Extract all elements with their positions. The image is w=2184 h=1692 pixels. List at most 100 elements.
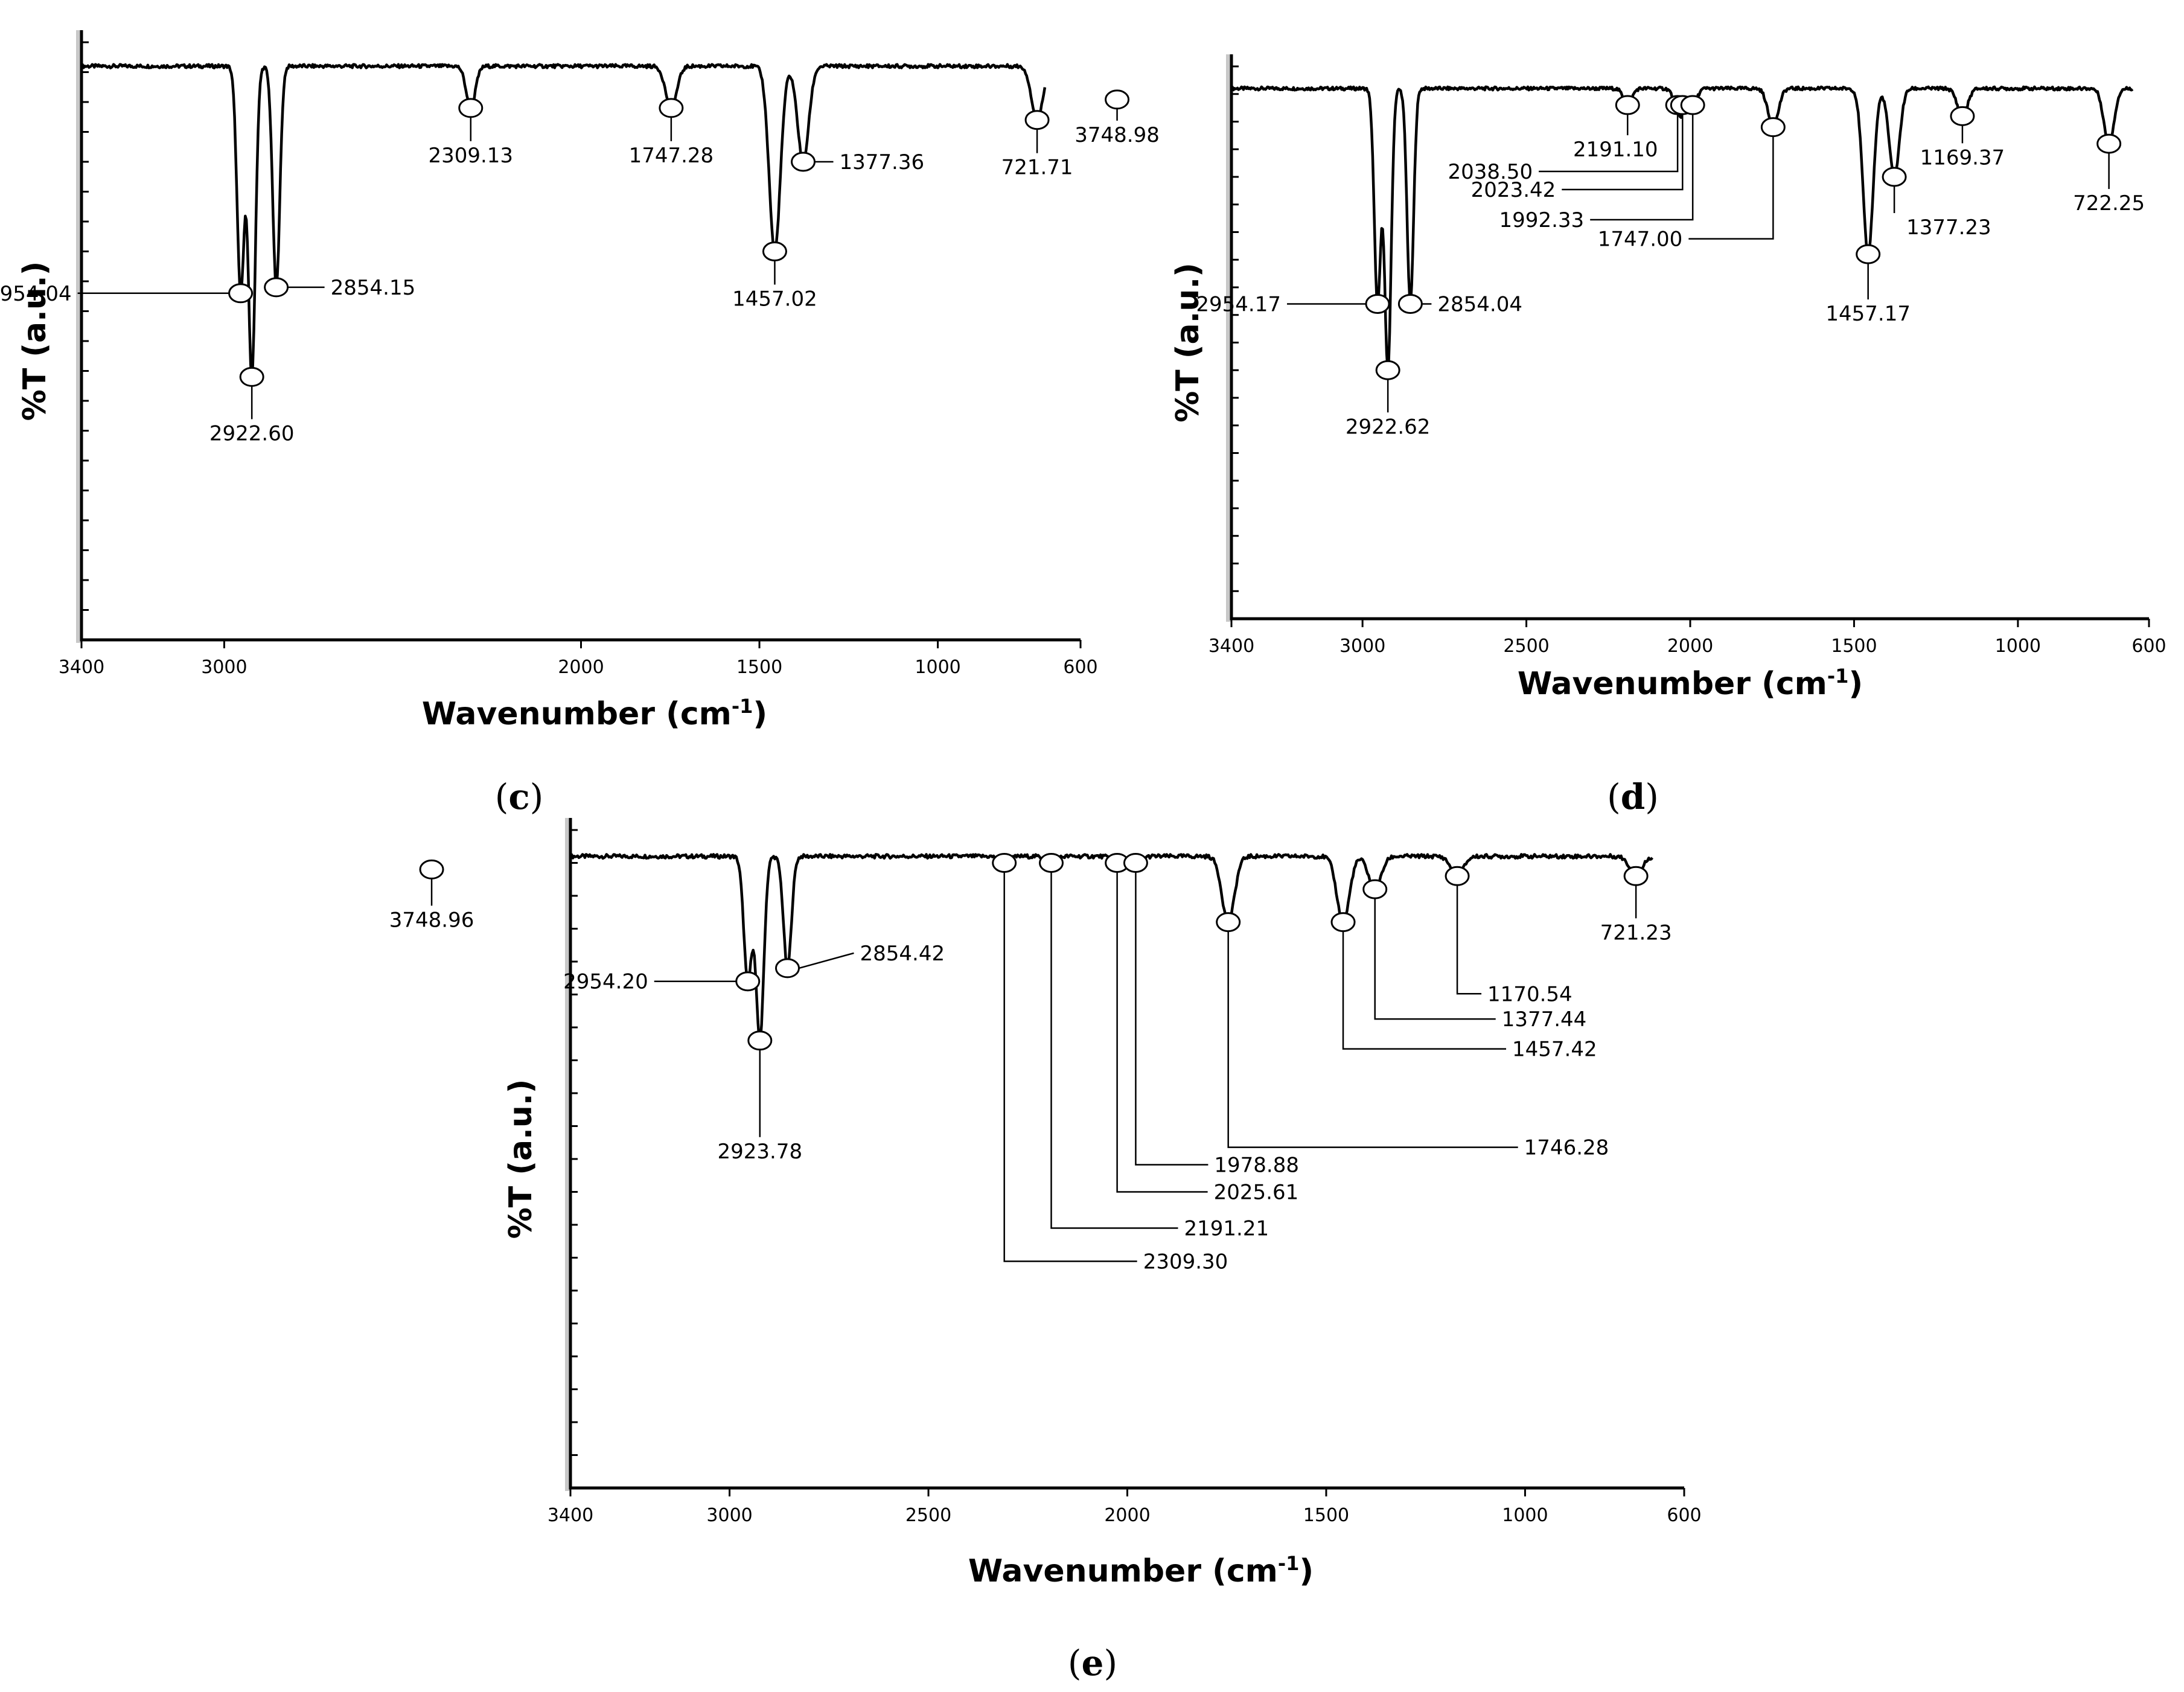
peak-marker — [1615, 95, 1640, 115]
peak-marker — [458, 98, 484, 118]
panel-d-chart: 3400 3000 2500 2000 1500 1000 600 Wavenumber (c… — [1074, 54, 2166, 702]
peak-label: 1747.28 — [629, 144, 714, 168]
peak-marker — [1760, 117, 1786, 138]
panel-e-chart: 3400 3000 2500 2000 1500 1000 600 Wavenumber (c… — [389, 818, 1702, 1589]
peak-marker — [762, 241, 787, 261]
peak-label: 3748.98 — [1074, 123, 1160, 147]
x-tick-label: 2000 — [1667, 636, 1713, 657]
peak-label: 2854.04 — [1437, 292, 1522, 316]
peak-marker — [992, 853, 1017, 873]
peak-label: 2922.62 — [1346, 415, 1431, 439]
spectrum-trace — [80, 63, 1047, 380]
peak-label: 2309.30 — [1143, 1250, 1228, 1274]
peak-marker — [774, 958, 800, 978]
peak-leader — [1688, 136, 1774, 240]
peak-label: 2023.42 — [1471, 178, 1556, 202]
y-axis-title: %T (a.u.) — [17, 261, 53, 421]
peak-leader — [1003, 872, 1137, 1262]
peak-leader — [799, 952, 854, 969]
spectrum-trace — [569, 853, 1653, 1042]
peak-marker — [1950, 106, 1975, 126]
peak-label: 1377.44 — [1502, 1007, 1587, 1032]
peak-label: 1457.42 — [1512, 1038, 1597, 1062]
peak-marker — [791, 152, 816, 172]
x-tick-label: 3400 — [548, 1505, 593, 1526]
panel-c-chart: 3400 3000 2000 1500 1000 600 Wavenumber (cm-1)… — [0, 30, 1098, 732]
peak-label: 2025.61 — [1214, 1181, 1299, 1205]
peak-label: 2191.21 — [1184, 1217, 1269, 1241]
peak-label: 2309.13 — [428, 144, 513, 168]
peak-leader — [1342, 931, 1507, 1050]
peak-label: 2191.10 — [1573, 138, 1658, 162]
peak-marker — [735, 971, 761, 992]
x-axis-title: Wavenumber (cm-1) — [422, 695, 767, 732]
peak-label: 1377.23 — [1906, 215, 1991, 240]
y-axis-title: %T (a.u.) — [1170, 263, 1206, 423]
x-tick-label: 1500 — [736, 657, 782, 678]
peak-label: 2923.78 — [717, 1140, 802, 1164]
x-axis-title: Wavenumber (cm-1) — [968, 1552, 1314, 1589]
x-tick-label: 600 — [2131, 636, 2166, 657]
peak-label: 3748.96 — [389, 908, 474, 932]
peak-marker — [1623, 866, 1649, 886]
peak-label: 2954.17 — [1196, 292, 1281, 316]
peak-leader — [1562, 114, 1684, 191]
peak-marker — [264, 277, 289, 298]
x-tick-label: 3400 — [1209, 636, 1254, 657]
peak-marker — [1365, 293, 1390, 314]
peak-label: 2954.04 — [0, 282, 72, 306]
peak-leader — [1116, 872, 1208, 1193]
x-tick-label: 1000 — [915, 657, 960, 678]
peak-marker — [1039, 853, 1064, 873]
peak-label: 1457.02 — [732, 287, 817, 311]
x-tick-label: 1500 — [1303, 1505, 1349, 1526]
peak-leader — [1590, 114, 1694, 221]
peak-label: 1747.00 — [1598, 228, 1683, 252]
peak-marker — [228, 283, 254, 304]
peak-marker — [659, 98, 684, 118]
x-tick-label: 3000 — [1339, 636, 1385, 657]
x-tick-label: 2500 — [1503, 636, 1549, 657]
panel-label-e: (e) — [1068, 1643, 1117, 1684]
peak-marker — [1024, 110, 1050, 130]
x-tick-label: 2000 — [1104, 1505, 1150, 1526]
x-tick-label: 3000 — [706, 1505, 752, 1526]
peak-label: 721.23 — [1600, 921, 1672, 945]
x-axis-title: Wavenumber (cm-1) — [1518, 665, 1863, 702]
peak-label: 1992.33 — [1499, 208, 1585, 232]
peak-marker — [1105, 89, 1130, 110]
peak-label: 1377.36 — [840, 150, 925, 174]
peak-label: 721.71 — [1001, 156, 1073, 180]
peak-label: 1978.88 — [1214, 1154, 1299, 1178]
x-tick-label: 3400 — [59, 657, 104, 678]
peak-marker — [239, 366, 264, 387]
peak-marker — [2096, 133, 2122, 154]
peak-label: 1169.37 — [1920, 145, 2005, 170]
peak-marker — [1330, 912, 1356, 933]
peak-marker — [1397, 293, 1423, 314]
peak-marker — [1680, 95, 1705, 115]
x-tick-label: 1000 — [1502, 1505, 1548, 1526]
peak-marker — [1123, 853, 1148, 873]
peak-marker — [1856, 244, 1881, 264]
x-tick-label: 2500 — [905, 1505, 951, 1526]
peak-marker — [747, 1030, 773, 1051]
peak-marker — [1216, 912, 1241, 933]
peak-label: 2854.42 — [860, 942, 945, 966]
peak-marker — [1362, 879, 1388, 899]
peak-leader — [1227, 931, 1518, 1148]
x-tick-label: 1000 — [1995, 636, 2041, 657]
peak-leader — [1456, 885, 1482, 995]
peak-leader — [1539, 114, 1679, 173]
peak-label: 2038.50 — [1448, 160, 1533, 184]
y-axis-title: %T (a.u.) — [503, 1079, 539, 1239]
panel-label-c: (c) — [495, 776, 544, 817]
axis-lines — [1230, 54, 2149, 621]
axis-lines — [80, 30, 1081, 642]
x-tick-label: 600 — [1063, 657, 1097, 678]
peak-marker — [1882, 167, 1907, 187]
peak-marker — [419, 859, 444, 880]
peak-leader — [1135, 872, 1209, 1166]
peak-label: 2922.60 — [209, 421, 295, 445]
peak-label: 1170.54 — [1487, 982, 1573, 1006]
